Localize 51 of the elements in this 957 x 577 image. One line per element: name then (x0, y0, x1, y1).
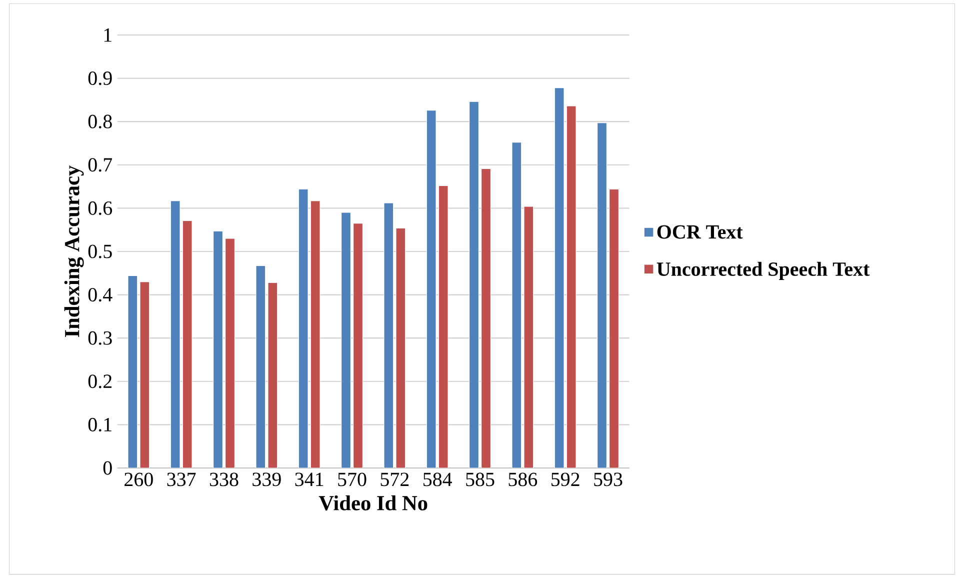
bar (554, 88, 564, 468)
bar (566, 106, 576, 468)
x-tick-label: 586 (508, 472, 538, 486)
y-tick-label: 0.3 (88, 331, 112, 345)
y-tick-label: 0.6 (88, 201, 112, 215)
y-tick-label: 0.8 (88, 114, 112, 128)
bar (353, 223, 363, 468)
bar (609, 188, 619, 468)
bar (512, 142, 522, 468)
y-tick-label: 0.7 (88, 158, 112, 172)
y-tick-label: 0.9 (88, 72, 112, 86)
bar (438, 185, 448, 468)
bar (426, 110, 436, 468)
bar (170, 200, 180, 468)
bar (597, 122, 607, 468)
x-tick-label: 592 (552, 472, 580, 486)
bar (213, 230, 223, 468)
bar (268, 282, 278, 468)
bar (256, 266, 266, 468)
bar (341, 212, 351, 468)
x-tick-label: 338 (210, 472, 238, 486)
bar (524, 206, 534, 468)
bar (481, 168, 491, 468)
y-axis-title: Indexing Accuracy (64, 166, 84, 337)
x-tick-label: 584 (424, 472, 452, 486)
y-tick-label: 0.5 (88, 244, 112, 258)
x-tick-label: 572 (380, 472, 409, 486)
legend-label: Uncorrected Speech Text (656, 262, 870, 280)
x-tick-label: 337 (167, 472, 196, 486)
x-axis-title: Video Id No (318, 495, 428, 510)
x-tick-label: 570 (338, 472, 366, 486)
y-tick-label: 1 (104, 28, 112, 42)
y-tick-label: 0.1 (88, 418, 112, 432)
bar (140, 282, 150, 468)
bar (396, 228, 406, 468)
bar (182, 220, 192, 468)
bar (469, 101, 479, 468)
y-tick-label: 0.4 (88, 288, 112, 302)
legend-label: OCR Text (657, 225, 743, 239)
x-tick-label: 593 (594, 472, 622, 486)
bar (384, 202, 394, 468)
x-tick-label: 260 (124, 472, 153, 486)
x-tick-label: 341 (295, 472, 324, 486)
bar (298, 188, 308, 468)
bar (310, 200, 320, 468)
x-tick-label: 339 (252, 472, 281, 486)
y-tick-label: 0 (103, 461, 112, 475)
bar (128, 275, 138, 468)
y-tick-label: 0.2 (88, 374, 112, 388)
x-tick-label: 585 (466, 472, 494, 486)
bar (225, 238, 235, 468)
